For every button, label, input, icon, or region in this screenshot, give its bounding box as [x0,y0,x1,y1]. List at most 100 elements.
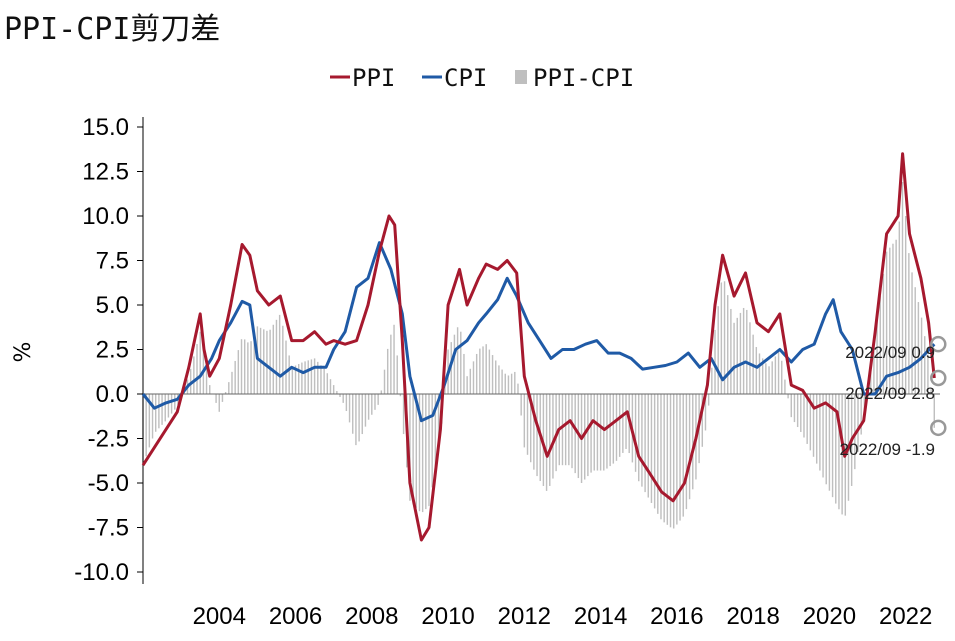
diff-bar [679,394,681,521]
diff-bar [720,282,723,394]
diff-bar [634,394,637,472]
diff-bar [571,394,573,469]
diff-bar [434,394,437,469]
diff-bar [606,394,608,469]
diff-bar [685,394,688,510]
diff-bar [638,394,640,482]
x-tick-label: 2018 [726,603,779,630]
diff-bar [374,394,376,410]
diff-bar [857,394,859,452]
diff-bar [266,330,268,394]
x-tick-label: 2014 [574,603,627,630]
diff-bar [854,394,856,470]
diff-bar [584,394,586,480]
diff-bar [326,373,329,394]
chart-title: PPI-CPI剪刀差 [4,12,221,47]
x-tick-label: 2022 [879,603,932,630]
diff-bar [742,307,745,394]
diff-bar [587,394,589,477]
diff-bar [723,281,726,394]
diff-bar [291,367,294,394]
diff-bar [402,394,405,435]
diff-bar [148,394,151,448]
y-tick-label: 0.0 [96,381,129,408]
y-tick-label: -5.0 [88,470,129,497]
diff-bar [383,369,386,394]
diff-bar [663,394,665,523]
y-tick-label: 10.0 [82,203,129,230]
x-tick-label: 2008 [345,603,398,630]
y-tick-label: 15.0 [82,114,129,141]
diff-bar [275,319,278,394]
diff-bar [444,386,446,394]
diff-bar [781,360,783,394]
diff-bar [860,394,862,435]
axes: 15.0 12.5 10.0 7.5 5.0 2.5 0.0 -2.5 -5.0 -7.5 -10.… [11,114,940,630]
diff-bar [466,376,468,394]
x-tick-label: 2006 [269,603,322,630]
diff-bar [272,324,275,394]
diff-bar [240,339,243,394]
diff-bar [828,394,831,491]
annotation-marker [930,335,947,353]
diff-bar [485,344,487,394]
diff-bar [231,371,233,394]
diff-bar [669,394,672,528]
diff-bar [307,360,309,394]
diff-bar [895,239,897,394]
diff-bar [355,394,357,446]
diff-bar [568,394,570,466]
diff-bar [469,368,472,394]
diff-bar [733,322,735,394]
diff-bar [367,394,370,420]
diff-bar [650,394,653,503]
diff-bar [755,347,758,394]
legend-label: PPI [352,64,395,92]
diff-bar [879,296,881,394]
diff-bar [727,295,729,394]
y-tick-label: -2.5 [88,426,129,453]
diff-bar [463,353,465,394]
diff-bar [237,350,240,394]
diff-bar [825,394,827,485]
diff-bar [221,394,224,402]
diff-bar [870,366,872,394]
diff-bar [889,247,891,394]
diff-bar [348,394,351,423]
diff-bar [822,394,824,478]
diff-bar [336,391,338,394]
diff-bar [453,334,456,394]
diff-bar [491,355,494,394]
diff-bar [933,394,935,428]
diff-bar [682,394,684,517]
diff-bar [784,379,786,394]
y-tick-label: -10.0 [74,559,129,586]
diff-bar [371,394,373,415]
diff-bar [911,272,913,394]
diff-bar [498,365,500,394]
diff-bar [352,394,354,434]
x-tick-label: 2004 [193,603,246,630]
diff-bar [514,371,516,394]
diff-bar [873,341,875,394]
diff-bar [304,361,306,394]
diff-bar [399,394,402,397]
diff-bar [196,344,198,394]
diff-bar [739,312,742,394]
diff-bar [841,394,843,515]
diff-bar [812,394,815,457]
diff-bar [676,394,678,525]
diff-bar [835,394,837,504]
diff-bar [622,394,624,453]
diff-bar [730,308,732,394]
diff-bar [612,394,615,464]
diff-bar [917,302,920,394]
diff-bar [768,366,770,394]
diff-bar [282,325,284,394]
diff-bar [707,394,710,406]
diff-bar [657,394,659,514]
annotation-marker [930,369,947,387]
diff-bar [297,364,300,394]
diff-bar [517,383,519,394]
diff-bar [688,394,691,500]
